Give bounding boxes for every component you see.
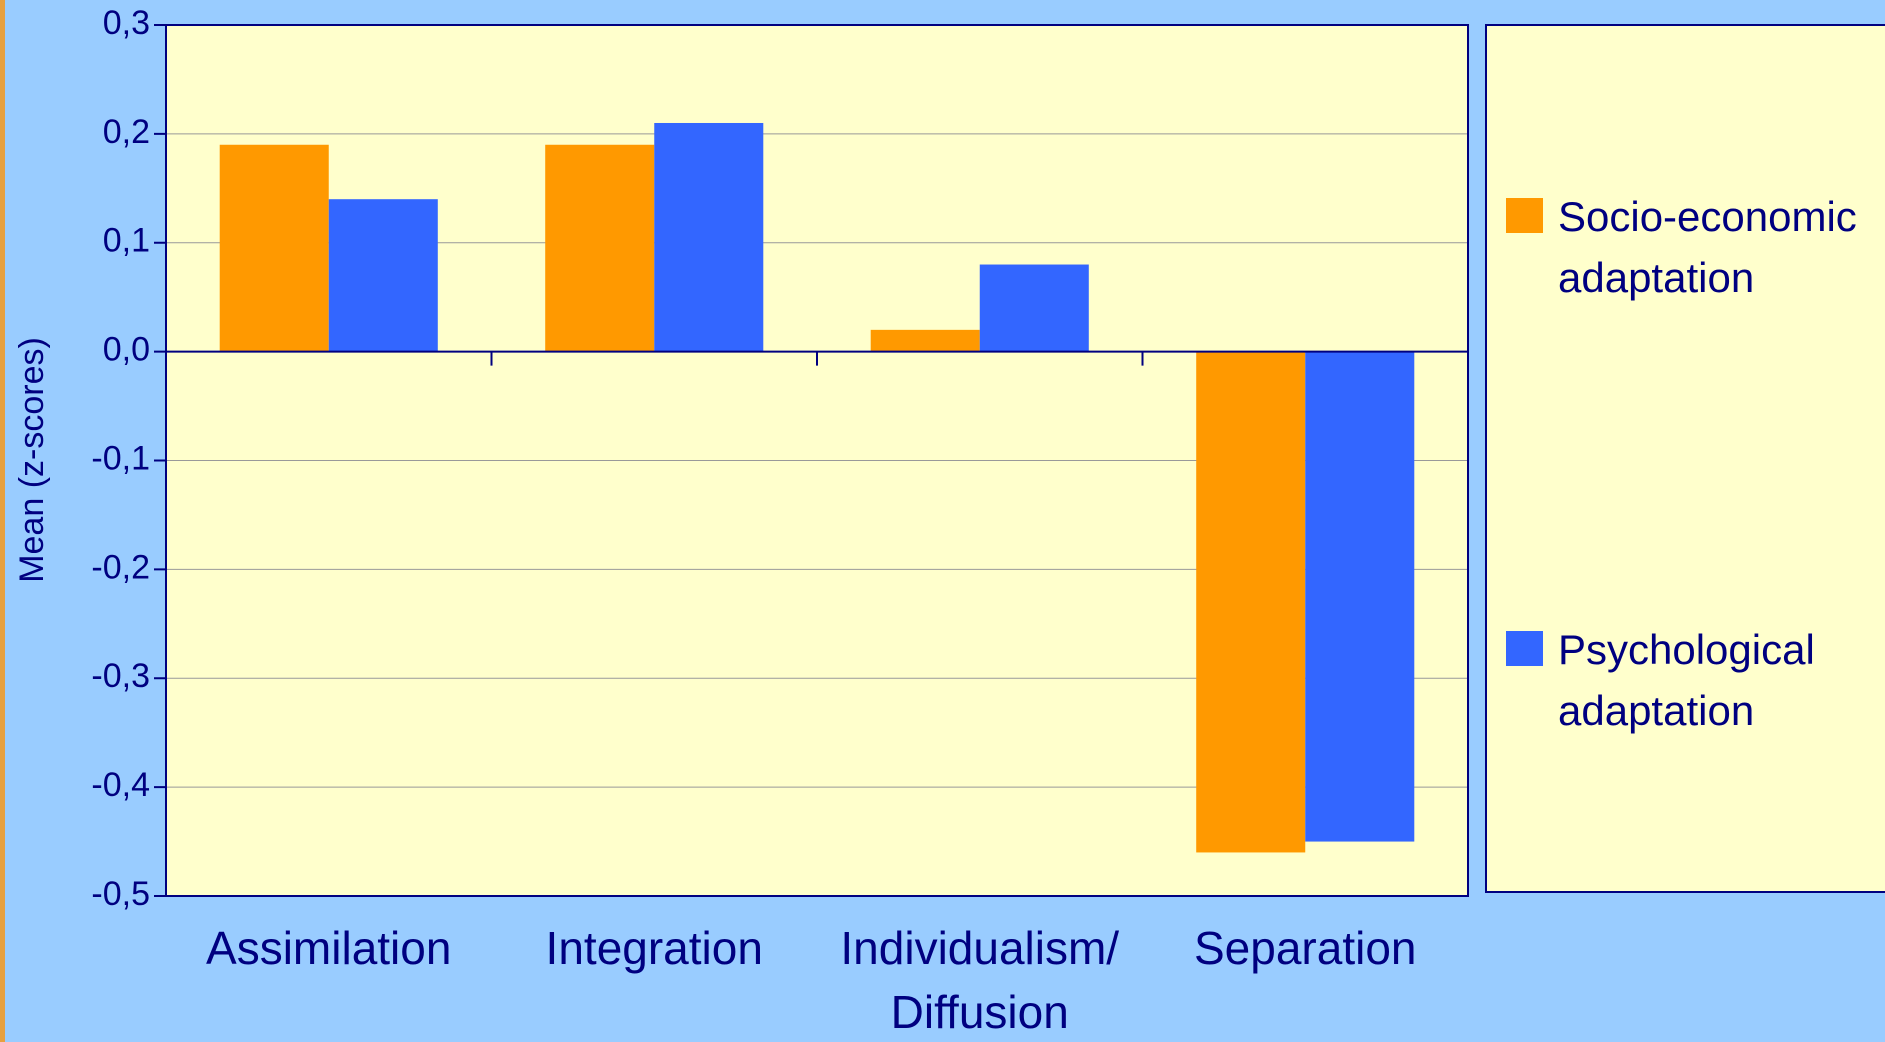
bar (870, 329, 980, 352)
left-border (0, 0, 5, 1042)
legend-swatch (1506, 198, 1543, 233)
legend-box (1485, 24, 1885, 893)
y-tick-label: -0,3 (91, 657, 150, 695)
x-tick-label: Separation (1194, 922, 1417, 974)
x-tick-label: Assimilation (206, 922, 452, 974)
y-axis-title: Mean (z-scores) (13, 337, 51, 583)
bar (219, 144, 329, 352)
y-tick-label: 0,0 (103, 331, 150, 369)
legend-label: Psychological adaptation (1558, 626, 1815, 734)
y-tick-label: -0,4 (91, 766, 150, 804)
y-tick-label: -0,5 (91, 875, 150, 913)
legend-swatch (1506, 631, 1543, 666)
legend-label: Socio-economic adaptation (1558, 193, 1857, 301)
bar (654, 122, 764, 352)
x-tick-label: Integration (545, 922, 763, 974)
y-tick-label: 0,3 (103, 4, 150, 42)
bar (979, 264, 1089, 352)
y-tick-label: -0,1 (91, 439, 150, 477)
y-tick-label: -0,2 (91, 548, 150, 586)
bar (1196, 351, 1306, 853)
bar (1305, 351, 1415, 842)
y-tick-label: 0,2 (103, 113, 150, 151)
bar (545, 144, 655, 352)
x-tick-label: Individualism/ Diffusion (840, 922, 1120, 1038)
bar (328, 199, 438, 352)
y-tick-label: 0,1 (103, 222, 150, 260)
